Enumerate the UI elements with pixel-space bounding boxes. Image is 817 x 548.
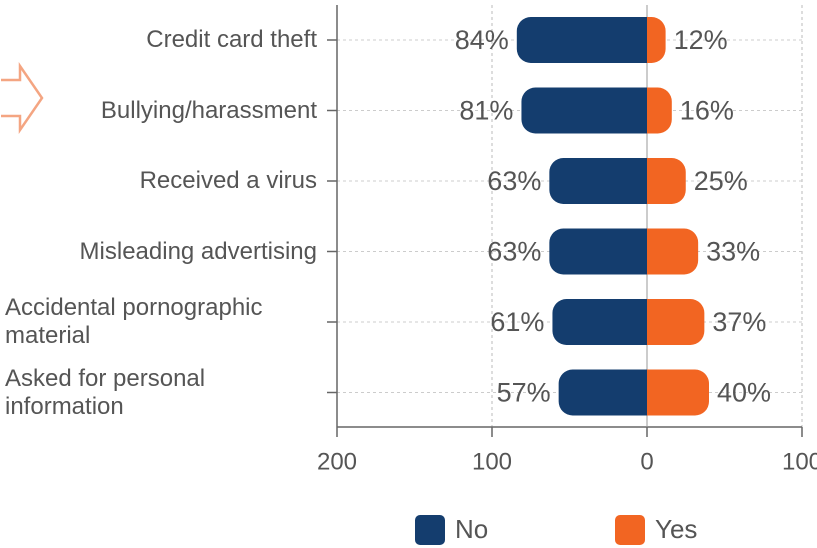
category-label: Accidental pornographic material xyxy=(5,294,263,349)
value-label: 63% xyxy=(487,166,541,196)
legend-label: No xyxy=(455,514,488,544)
category-label: Credit card theft xyxy=(146,26,317,53)
value-label: 61% xyxy=(490,307,544,337)
bar xyxy=(647,369,709,416)
value-label: 40% xyxy=(717,378,771,408)
value-label: 33% xyxy=(706,237,760,267)
x-tick-label: 0 xyxy=(640,448,653,475)
bar xyxy=(521,87,647,134)
value-label: 57% xyxy=(497,378,551,408)
value-label: 37% xyxy=(712,307,766,337)
category-label: Asked for personal information xyxy=(5,364,206,420)
legend-swatch xyxy=(615,515,645,545)
category-label: Received a virus xyxy=(139,167,317,194)
bar xyxy=(647,228,699,275)
legend-swatch xyxy=(415,515,445,545)
bar xyxy=(552,299,647,345)
value-label: 84% xyxy=(455,25,509,55)
bar xyxy=(549,228,647,275)
bar xyxy=(647,158,686,204)
x-tick-label: 100 xyxy=(782,448,817,475)
legend-label: Yes xyxy=(655,514,697,544)
value-label: 81% xyxy=(459,96,513,126)
x-tick-label: 200 xyxy=(317,448,357,475)
value-label: 16% xyxy=(680,96,734,126)
x-tick-label: 100 xyxy=(472,448,512,475)
value-label: 25% xyxy=(694,166,748,196)
bar xyxy=(647,17,666,63)
category-label: Bullying/harassment xyxy=(100,96,317,124)
bar xyxy=(549,158,647,204)
value-label: 12% xyxy=(674,25,728,55)
value-label: 63% xyxy=(487,237,541,267)
category-label: Misleading advertising xyxy=(79,237,317,265)
bar xyxy=(647,87,672,134)
bar xyxy=(558,369,647,416)
arrow-icon xyxy=(1,61,44,135)
bar xyxy=(647,299,705,345)
bar xyxy=(516,17,647,63)
